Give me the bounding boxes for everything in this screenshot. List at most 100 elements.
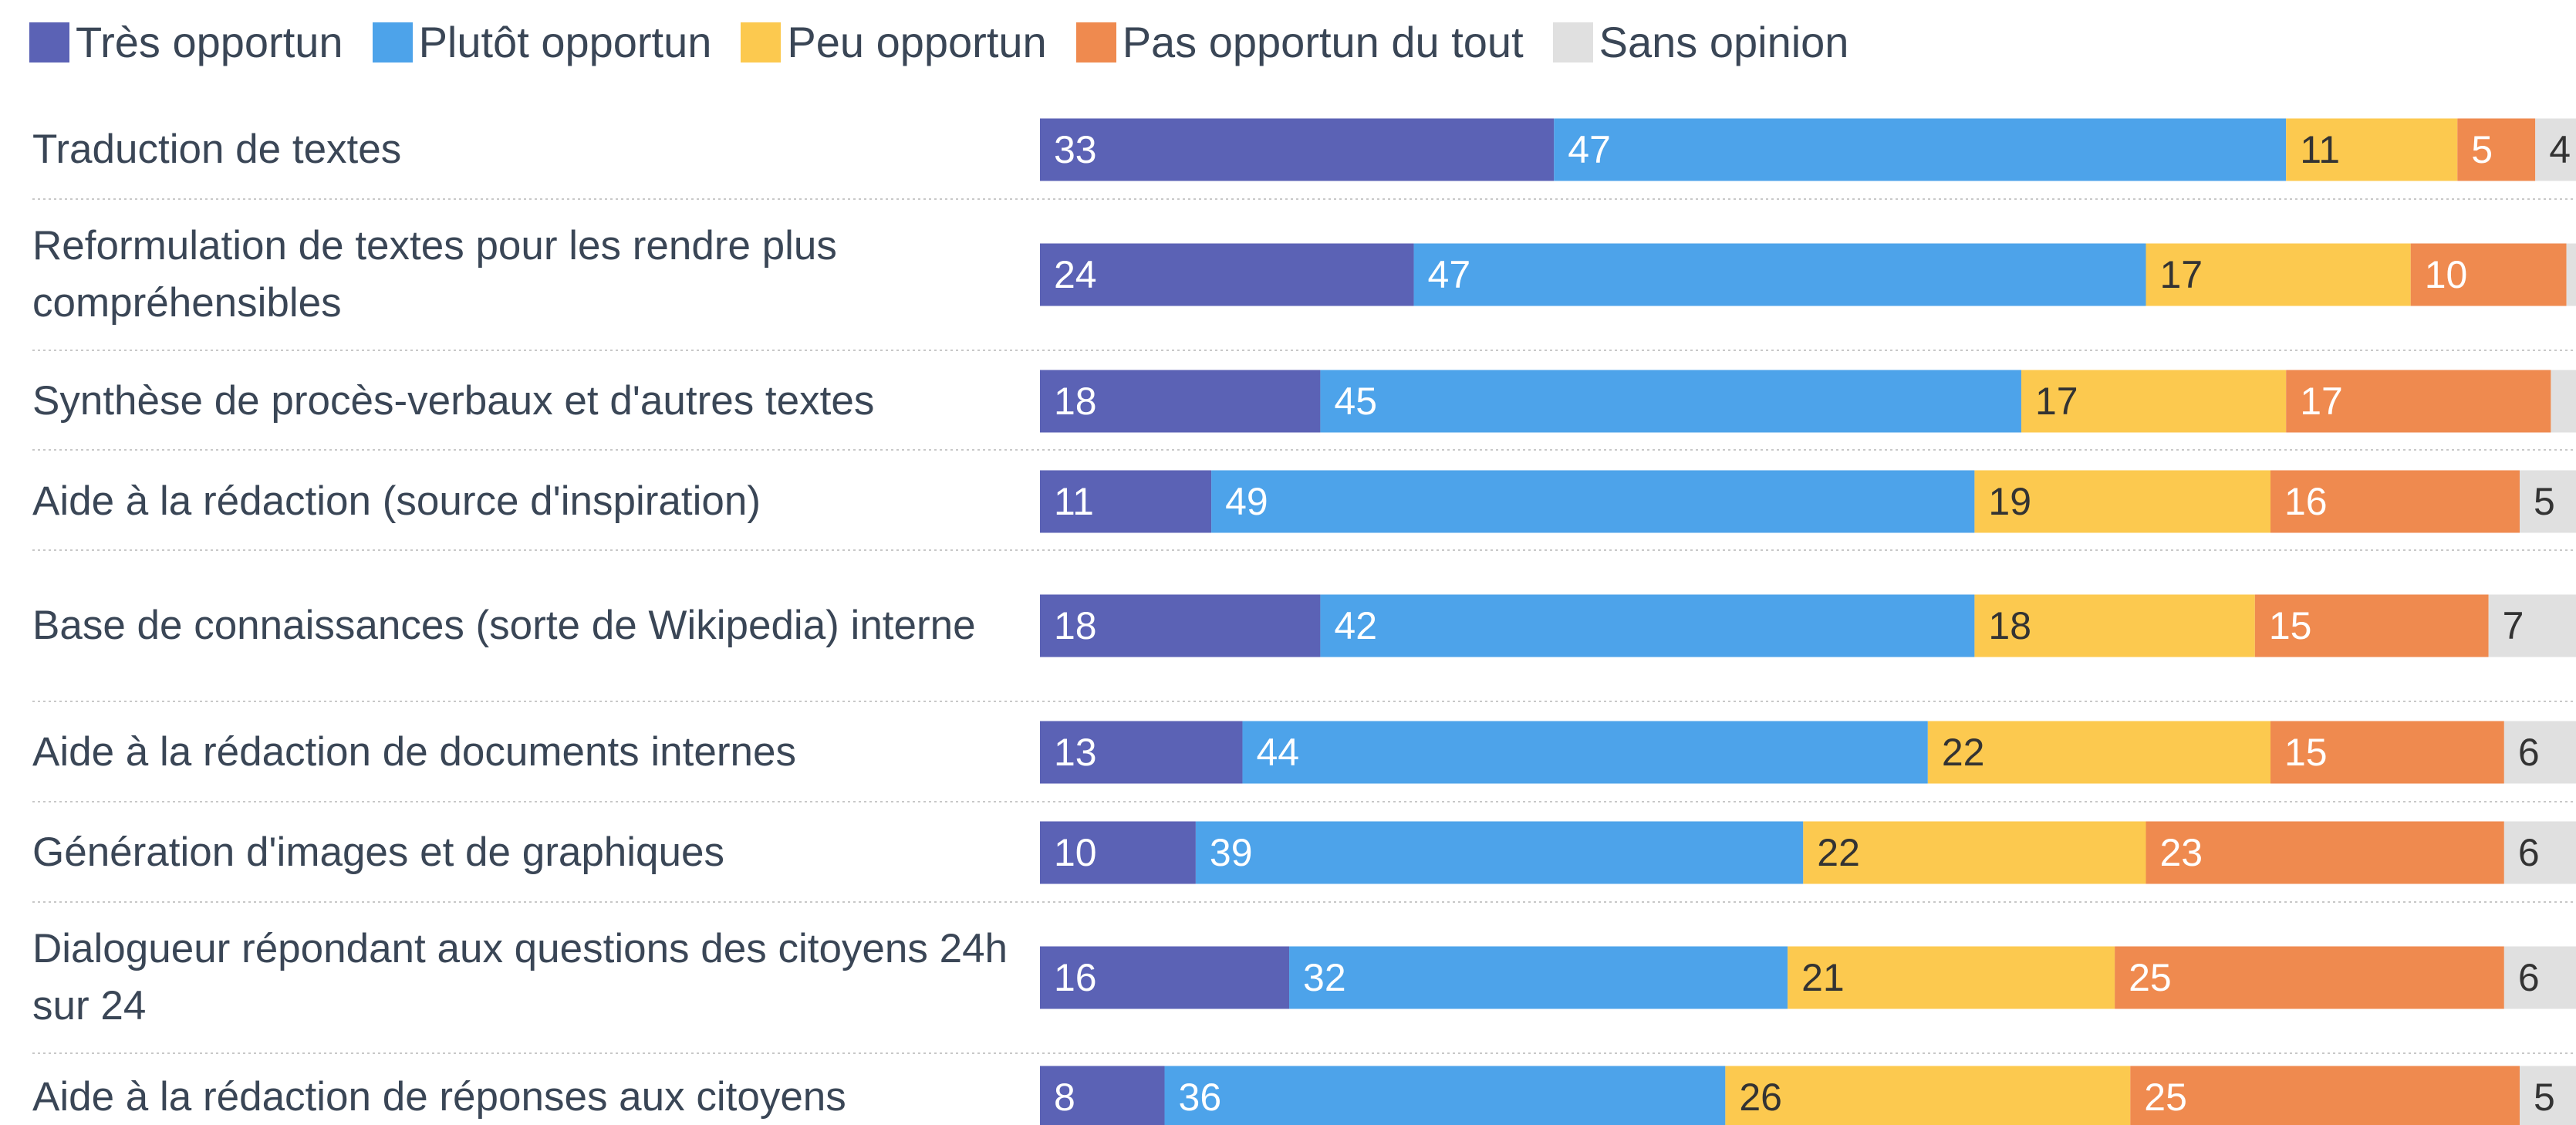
- bar-segment: [1040, 821, 1196, 884]
- legend-label: Très opportun: [76, 18, 343, 66]
- value-label: 11: [2300, 128, 2340, 171]
- bar-segment: [2488, 594, 2576, 657]
- bar-segment: [2457, 118, 2536, 181]
- value-label: 6: [2518, 831, 2540, 874]
- bar-segment: [1040, 470, 1212, 533]
- bar-segment: [1320, 594, 1975, 657]
- value-label: 25: [2129, 956, 2172, 999]
- category-label: Base de connaissances (sorte de Wikipedi…: [32, 603, 976, 648]
- bar-segment: [2270, 721, 2504, 784]
- bar-segment: [2286, 118, 2458, 181]
- bar-segment: [1289, 946, 1788, 1009]
- bar-segment: [1211, 470, 1975, 533]
- legend-item: Sans opinion: [1552, 17, 1848, 67]
- value-label: 16: [2284, 480, 2328, 523]
- category-label: Dialogueur répondant aux questions des c…: [32, 926, 1008, 1029]
- value-label: 42: [1334, 604, 1377, 647]
- bar-segment: [1242, 721, 1928, 784]
- value-label: 47: [1428, 253, 1471, 296]
- value-label: 25: [2144, 1076, 2187, 1119]
- value-label: 36: [1179, 1076, 1222, 1119]
- bar-segment: [2503, 721, 2576, 784]
- legend-swatch: [1075, 22, 1116, 62]
- category-label: Aide à la rédaction de documents interne…: [32, 729, 796, 775]
- value-label: 10: [1054, 831, 1097, 874]
- value-label: 39: [1210, 831, 1253, 874]
- bar-segment: [1413, 243, 2146, 306]
- category-label: Traduction de textes: [32, 127, 402, 172]
- value-label: 22: [1942, 731, 1985, 774]
- value-label: 17: [2035, 380, 2078, 423]
- value-label: 15: [2284, 731, 2328, 774]
- bar-segment: [2410, 243, 2567, 306]
- value-label: 6: [2518, 731, 2540, 774]
- bar-segment: [1164, 1066, 1726, 1125]
- bar-segment: [2146, 821, 2504, 884]
- bar-segment: [2146, 243, 2411, 306]
- value-label: 19: [1988, 480, 2031, 523]
- value-label: 45: [1334, 380, 1377, 423]
- legend-swatch: [741, 22, 782, 62]
- bar-segment: [2566, 243, 2576, 306]
- category-label: Reformulation de textes pour les rendre …: [32, 223, 837, 326]
- bar-segment: [1725, 1066, 2131, 1125]
- bar-segment: [2286, 370, 2551, 433]
- value-label: 44: [1256, 731, 1299, 774]
- bar-segment: [2254, 594, 2489, 657]
- value-label: 47: [1568, 128, 1611, 171]
- bar-segment: [1554, 118, 2287, 181]
- value-label: 21: [1801, 956, 1845, 999]
- legend-label: Peu opportun: [787, 18, 1047, 66]
- category-label: Synthèse de procès-verbaux et d'autres t…: [32, 378, 875, 424]
- value-label: 4: [2549, 128, 2571, 171]
- bar-segment: [2535, 118, 2576, 181]
- bar-segment: [1040, 1066, 1165, 1125]
- bar-segment: [1974, 594, 2255, 657]
- bar-segment: [2551, 370, 2576, 433]
- value-label: 26: [1739, 1076, 1782, 1119]
- bar-segment: [2021, 370, 2287, 433]
- bar-segment: [1040, 243, 1414, 306]
- bar-segment: [1788, 946, 2115, 1009]
- bar-segment: [2520, 470, 2576, 533]
- bar-segment: [1040, 594, 1321, 657]
- value-label: 5: [2471, 128, 2493, 171]
- value-label: 16: [1054, 956, 1097, 999]
- legend-item: Peu opportun: [741, 17, 1047, 67]
- category-label: Génération d'images et de graphiques: [32, 829, 724, 875]
- legend-label: Plutôt opportun: [418, 18, 712, 66]
- value-label: 49: [1225, 480, 1268, 523]
- category-label: Aide à la rédaction de réponses aux cito…: [32, 1074, 846, 1120]
- bar-segment: [2270, 470, 2520, 533]
- value-label: 24: [1054, 253, 1097, 296]
- legend-item: Plutôt opportun: [372, 17, 712, 67]
- bar-segment: [2503, 946, 2576, 1009]
- legend-swatch: [1552, 22, 1593, 62]
- value-label: 8: [1054, 1076, 1075, 1119]
- legend: Très opportun Plutôt opportun Peu opportun…: [29, 17, 1878, 67]
- legend-item: Très opportun: [29, 17, 343, 67]
- legend-item: Pas opportun du tout: [1075, 17, 1524, 67]
- value-label: 6: [2518, 956, 2540, 999]
- legend-label: Pas opportun du tout: [1122, 18, 1524, 66]
- bar-segment: [1803, 821, 2146, 884]
- bar-segment: [1927, 721, 2271, 784]
- value-label: 5: [2534, 480, 2555, 523]
- bar-segment: [1320, 370, 2021, 433]
- value-label: 11: [1054, 480, 1094, 523]
- value-label: 23: [2159, 831, 2203, 874]
- value-label: 15: [2269, 604, 2312, 647]
- value-label: 17: [2159, 253, 2203, 296]
- bar-segment: [1040, 118, 1555, 181]
- bar-segment: [2503, 821, 2576, 884]
- category-label: Aide à la rédaction (source d'inspiratio…: [32, 478, 761, 524]
- bar-segment: [2115, 946, 2504, 1009]
- value-label: 32: [1303, 956, 1346, 999]
- value-label: 13: [1054, 731, 1097, 774]
- bar-segment: [2130, 1066, 2520, 1125]
- value-label: 7: [2503, 604, 2524, 647]
- bar-segment: [1974, 470, 2271, 533]
- value-label: 5: [2534, 1076, 2555, 1119]
- value-label: 18: [1988, 604, 2031, 647]
